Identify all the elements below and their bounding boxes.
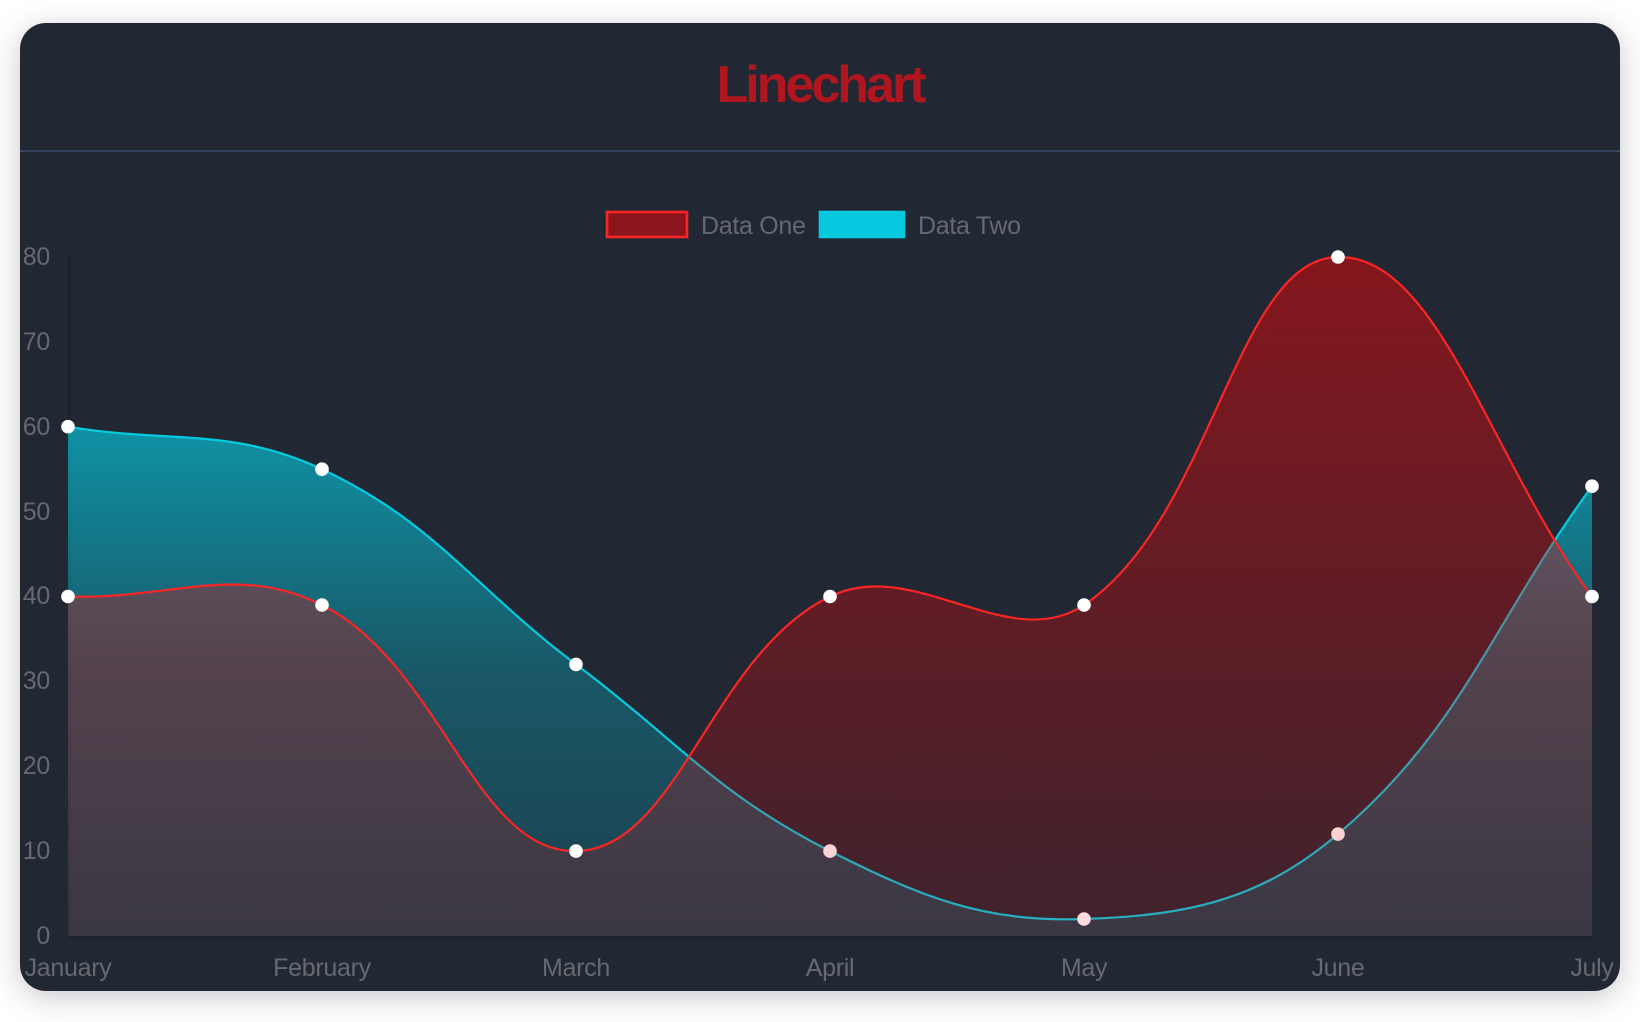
svg-text:40: 40: [23, 582, 50, 610]
svg-text:February: February: [273, 954, 371, 982]
svg-text:June: June: [1311, 954, 1364, 982]
svg-text:April: April: [806, 954, 855, 982]
svg-text:May: May: [1061, 954, 1108, 982]
svg-text:60: 60: [23, 413, 50, 441]
svg-text:30: 30: [23, 667, 50, 695]
svg-text:January: January: [25, 954, 113, 982]
svg-text:March: March: [542, 954, 610, 982]
svg-text:0: 0: [36, 922, 50, 950]
svg-text:50: 50: [23, 498, 50, 526]
svg-text:80: 80: [23, 243, 50, 271]
svg-text:Data One: Data One: [701, 212, 806, 240]
svg-text:Data Two: Data Two: [918, 212, 1021, 240]
svg-text:70: 70: [23, 328, 50, 356]
svg-text:July: July: [1570, 954, 1614, 982]
svg-text:10: 10: [23, 837, 50, 865]
svg-text:20: 20: [23, 752, 50, 780]
